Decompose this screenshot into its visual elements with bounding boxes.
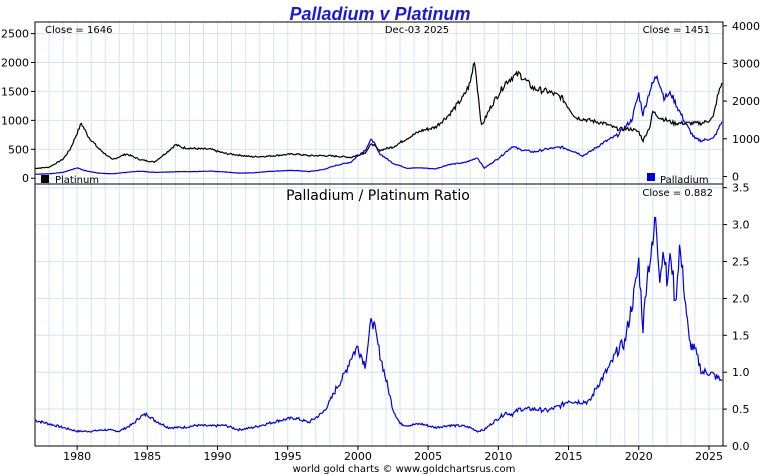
palladium-legend-label: Palladium (660, 175, 709, 186)
palladium-line (35, 74, 723, 175)
ratio-series-line (35, 216, 723, 433)
ratio-tick-label: 0.5 (732, 403, 750, 416)
palladium-legend-swatch (647, 173, 655, 181)
right-tick-label: 2000 (732, 95, 760, 108)
x-tick-label: 2010 (484, 450, 512, 463)
right-tick-label: 0 (732, 170, 739, 183)
x-tick-label: 1990 (204, 450, 232, 463)
chart-title: Palladium v Platinum (289, 4, 470, 24)
palladium-close-label: Close = 1451 (643, 25, 710, 36)
bottom-right-axis: 0.0 0.5 1.0 1.5 2.0 2.5 3.0 3.5 (723, 182, 750, 453)
right-tick-label: 4000 (732, 20, 760, 33)
date-label: Dec-03 2025 (385, 25, 449, 36)
ratio-tick-label: 1.0 (732, 366, 750, 379)
left-tick-label: 1000 (1, 114, 29, 127)
x-tick-label: 1985 (133, 450, 161, 463)
top-right-axis: 0 1000 2000 3000 4000 (723, 20, 760, 183)
x-tick-label: 2020 (625, 450, 653, 463)
x-tick-label: 2000 (344, 450, 372, 463)
x-tick-label: 2015 (555, 450, 583, 463)
ratio-tick-label: 3.5 (732, 182, 750, 195)
left-tick-label: 2500 (1, 28, 29, 41)
ratio-tick-label: 1.5 (732, 329, 750, 342)
ratio-line (35, 216, 723, 433)
bottom-panel-grid (34, 184, 724, 447)
ratio-panel-title: Palladium / Platinum Ratio (286, 188, 470, 204)
platinum-line (34, 61, 723, 170)
top-left-axis: 0 500 1000 1500 2000 2500 (1, 28, 35, 185)
left-tick-label: 2000 (1, 57, 29, 70)
ratio-tick-label: 3.0 (732, 219, 750, 232)
x-tick-label: 1980 (63, 450, 91, 463)
platinum-legend-label: Platinum (55, 175, 99, 186)
x-tick-label: 1995 (274, 450, 302, 463)
platinum-close-label: Close = 1646 (45, 25, 112, 36)
platinum-legend-swatch (41, 175, 49, 183)
top-panel-grid (34, 22, 724, 184)
top-series-lines (34, 61, 723, 175)
ratio-close-label: Close = 0.882 (642, 188, 713, 199)
ratio-tick-label: 0.0 (732, 440, 750, 453)
left-tick-label: 1500 (1, 85, 29, 98)
x-tick-label: 2005 (414, 450, 442, 463)
x-tick-label: 2025 (695, 450, 723, 463)
right-tick-label: 3000 (732, 57, 760, 70)
left-tick-label: 500 (8, 143, 29, 156)
ratio-tick-label: 2.0 (732, 292, 750, 305)
right-tick-label: 1000 (732, 133, 760, 146)
footer-credit: world gold charts © www.goldchartsrus.co… (293, 464, 516, 475)
left-tick-label: 0 (22, 172, 29, 185)
ratio-tick-label: 2.5 (732, 255, 750, 268)
x-axis: 1980 1985 1990 1995 2000 2005 2010 2015 2020 2025 (63, 446, 723, 463)
bottom-panel-frame (34, 183, 724, 447)
